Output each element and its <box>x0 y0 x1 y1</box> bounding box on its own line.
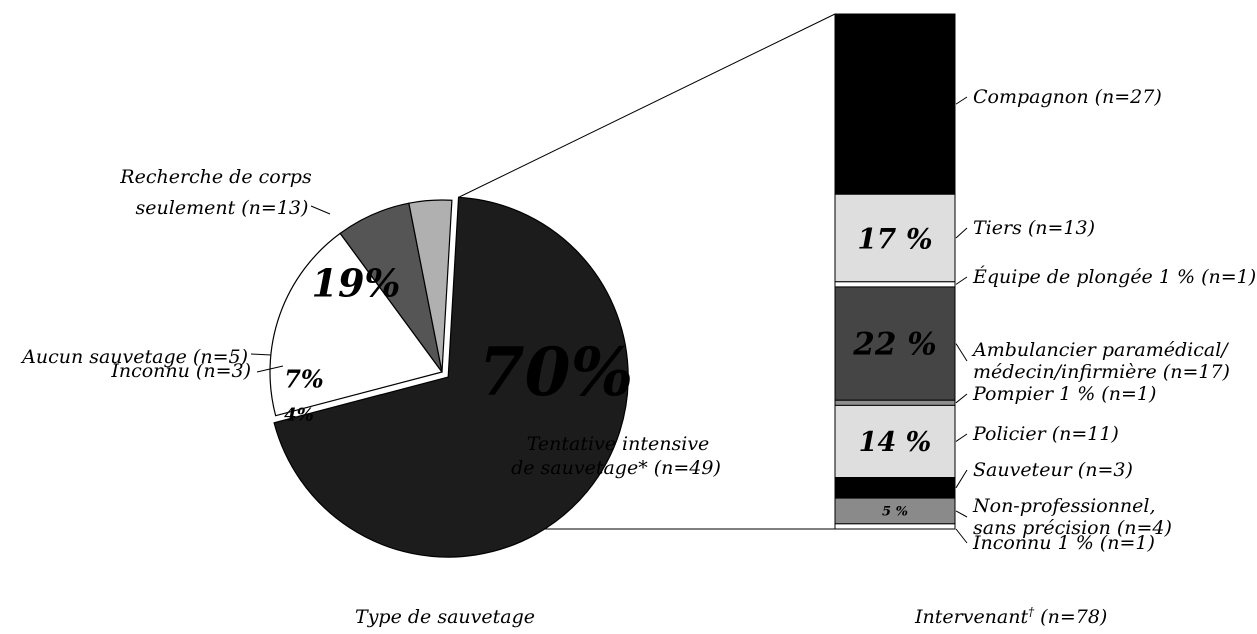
pie-leader-line-2 <box>256 365 284 373</box>
bar-leader-line-8 <box>955 528 968 544</box>
bar-segment-8 <box>834 523 956 530</box>
stacked-bar-chart <box>834 13 956 530</box>
bar-leader-line-2 <box>955 276 968 285</box>
bar-category-label-1-0: Tiers (n=13) <box>973 217 1095 239</box>
bar-segment-0 <box>834 13 956 195</box>
bar-category-label-6-0: Sauveteur (n=3) <box>973 459 1133 481</box>
pie-leader-line-1 <box>250 353 272 356</box>
bar-leader-line-0 <box>955 96 968 105</box>
bar-leader-line-3 <box>955 343 968 362</box>
bar-category-label-4-0: Pompier 1 % (n=1) <box>972 383 1156 405</box>
pie-label-body-line-1: Recherche de corps <box>119 166 312 188</box>
bar-leader-line-6 <box>955 469 968 489</box>
bar-category-label-3-0: Ambulancier paramédical/ <box>971 339 1229 361</box>
pie-slice-1 <box>269 232 444 417</box>
bar-xlabel: Intervenant† (n=78) <box>914 605 1107 628</box>
bar-labels: 35 % 17 % 22 % 14 % 4 % 5 % Compagnon (n=27) Ti… <box>839 81 1257 554</box>
bar-category-label-2-0: Équipe de plongée 1 % (n=1) <box>972 265 1256 288</box>
pie-label-none: Aucun sauvetage (n=5) <box>20 346 248 368</box>
bar-segment-4 <box>834 399 956 406</box>
pie-xlabel: Type de sauvetage <box>355 606 535 628</box>
bar-pct-label-7: 5 % <box>882 504 908 519</box>
pie-label-main-line-1: Tentative intensive <box>527 433 710 455</box>
bar-segment-1 <box>834 193 956 283</box>
bar-segment-5 <box>834 404 956 478</box>
pie-pct-label-0: 70% <box>479 333 634 411</box>
pie-chart <box>269 196 629 558</box>
bar-leader-line-5 <box>955 433 968 442</box>
bar-category-label-7-1: sans précision (n=4) <box>973 517 1172 539</box>
bar-category-label-5-0: Policier (n=11) <box>972 423 1119 445</box>
bar-leader-line-4 <box>955 393 968 404</box>
bar-segment-2 <box>834 281 956 288</box>
pie-slice-3 <box>408 199 453 373</box>
bar-pct-label-1: 17 % <box>857 223 932 256</box>
bar-pct-label-5: 14 % <box>859 427 932 458</box>
pie-pct-label-2: 7% <box>284 365 324 394</box>
pie-pct-label-1: 19% <box>312 261 401 306</box>
pie-pct-label-3: 4% <box>284 405 314 426</box>
pie-label-main-line-2: de sauvetage* (n=49) <box>511 457 721 479</box>
pie-slice-0 <box>273 196 629 558</box>
pie-leader-line-0 <box>310 205 331 215</box>
bar-segment-3 <box>834 286 956 401</box>
bar-category-label-7-0: Non-professionnel, <box>972 495 1156 517</box>
bar-category-label-8-0: Inconnu 1 % (n=1) <box>972 532 1155 554</box>
bar-leader-line-7 <box>955 510 968 518</box>
pie-label-unknown: Inconnu (n=3) <box>110 360 251 382</box>
connector-top <box>458 13 836 198</box>
bar-pct-label-6: 4 % <box>882 481 908 496</box>
bar-category-label-3-1: médecin/infirmière (n=17) <box>973 361 1230 383</box>
bar-pct-label-3: 22 % <box>852 327 936 363</box>
bar-leader-line-1 <box>955 227 968 239</box>
zoom-connector <box>458 13 836 530</box>
bar-segment-7 <box>834 497 956 525</box>
bar-category-label-0-0: Compagnon (n=27) <box>973 86 1162 108</box>
bar-pct-label-0: 35 % <box>839 81 952 130</box>
pie-label-body-line-2: seulement (n=13) <box>136 197 309 219</box>
